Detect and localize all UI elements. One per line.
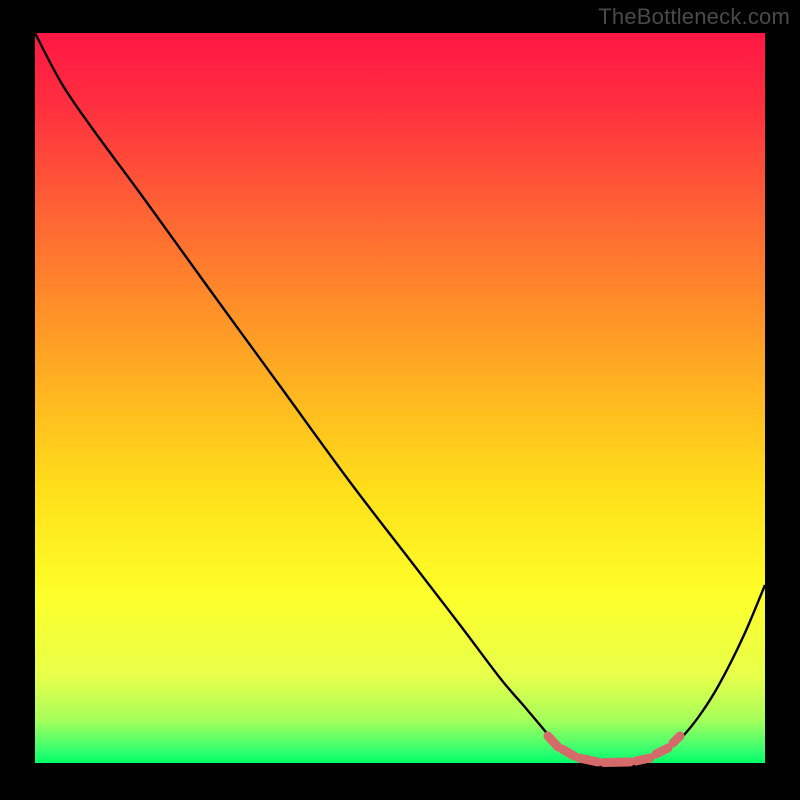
accent-segment [579, 758, 598, 762]
plot-background [35, 33, 765, 763]
watermark-text: TheBottleneck.com [598, 4, 790, 30]
accent-segment [656, 748, 668, 754]
bottleneck-chart [0, 0, 800, 800]
accent-segment [636, 758, 650, 761]
accent-segment [562, 749, 574, 756]
accent-segment [604, 762, 630, 763]
accent-segment [673, 736, 680, 743]
chart-container: TheBottleneck.com [0, 0, 800, 800]
